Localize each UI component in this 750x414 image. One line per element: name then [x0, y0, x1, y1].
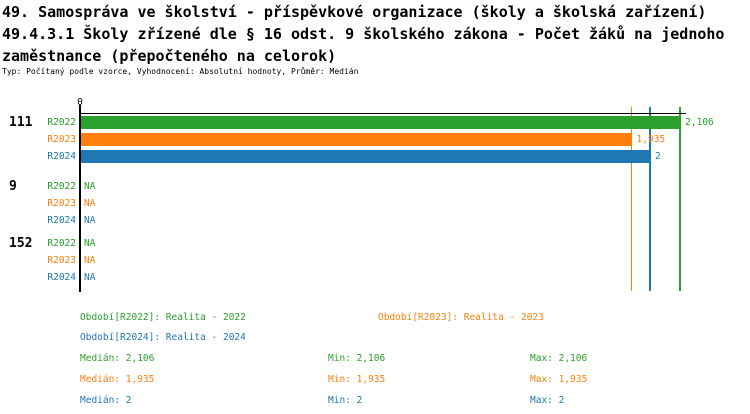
- group-label-9: 9: [9, 178, 17, 194]
- chart-title-line-1: 49. Samospráva ve školství - příspěvkové…: [2, 3, 707, 21]
- median-line-r2022: [679, 107, 681, 291]
- bar-111-r2022: [81, 116, 681, 129]
- stat-medián-r2024: Medián: 2: [80, 394, 132, 406]
- na-value-label: NA: [84, 238, 96, 249]
- stat-max-r2023: Max: 1,935: [530, 373, 588, 385]
- series-label-r2022: R2022: [47, 117, 76, 128]
- series-label-r2022: R2022: [47, 180, 76, 192]
- stat-min-r2022: Min: 2,106: [328, 352, 386, 364]
- series-label-r2022: R2022: [47, 238, 76, 249]
- series-label-r2024: R2024: [47, 151, 76, 162]
- na-value-label: NA: [84, 272, 96, 283]
- na-value-label: NA: [84, 180, 96, 192]
- bar-111-r2024: [81, 150, 650, 163]
- y-axis-line: [79, 105, 81, 292]
- stat-max-r2024: Max: 2: [530, 394, 565, 406]
- bar-111-r2023: [81, 133, 632, 146]
- median-line-r2024: [649, 107, 651, 291]
- x-axis-top-line: [80, 112, 686, 114]
- series-label-r2023: R2023: [47, 197, 76, 209]
- stat-medián-r2023: Medián: 1,935: [80, 373, 155, 385]
- chart-meta-line: Typ: Počítaný podle vzorce, Vyhodnocení:…: [2, 67, 359, 76]
- legend-item-r2024: Období[R2024]: Realita - 2024: [80, 331, 246, 343]
- na-value-label: NA: [84, 214, 96, 226]
- bar-value-label: 2: [655, 151, 661, 162]
- bar-value-label: 1,935: [636, 134, 666, 145]
- group-label-111: 111: [9, 115, 33, 130]
- stat-medián-r2022: Medián: 2,106: [80, 352, 155, 364]
- chart-title-line-2: 49.4.3.1 Školy zřízené dle § 16 odst. 9 …: [2, 25, 725, 43]
- x-axis-tick-zero-label: 0: [77, 97, 83, 108]
- stat-min-r2023: Min: 1,935: [328, 373, 386, 385]
- bar-value-label: 2,106: [685, 117, 714, 128]
- na-value-label: NA: [84, 255, 96, 266]
- series-label-r2023: R2023: [47, 134, 76, 145]
- stat-max-r2022: Max: 2,106: [530, 352, 588, 364]
- stat-min-r2024: Min: 2: [328, 394, 363, 406]
- legend-item-r2023: Období[R2023]: Realita - 2023: [378, 311, 544, 323]
- chart-title-line-3: zaměstnance (přepočteného na celorok): [2, 47, 337, 65]
- series-label-r2023: R2023: [47, 255, 76, 266]
- series-label-r2024: R2024: [47, 214, 76, 226]
- na-value-label: NA: [84, 197, 96, 209]
- legend-item-r2022: Období[R2022]: Realita - 2022: [80, 311, 246, 323]
- series-label-r2024: R2024: [47, 272, 76, 283]
- median-line-r2023: [630, 107, 632, 291]
- group-label-152: 152: [9, 236, 33, 251]
